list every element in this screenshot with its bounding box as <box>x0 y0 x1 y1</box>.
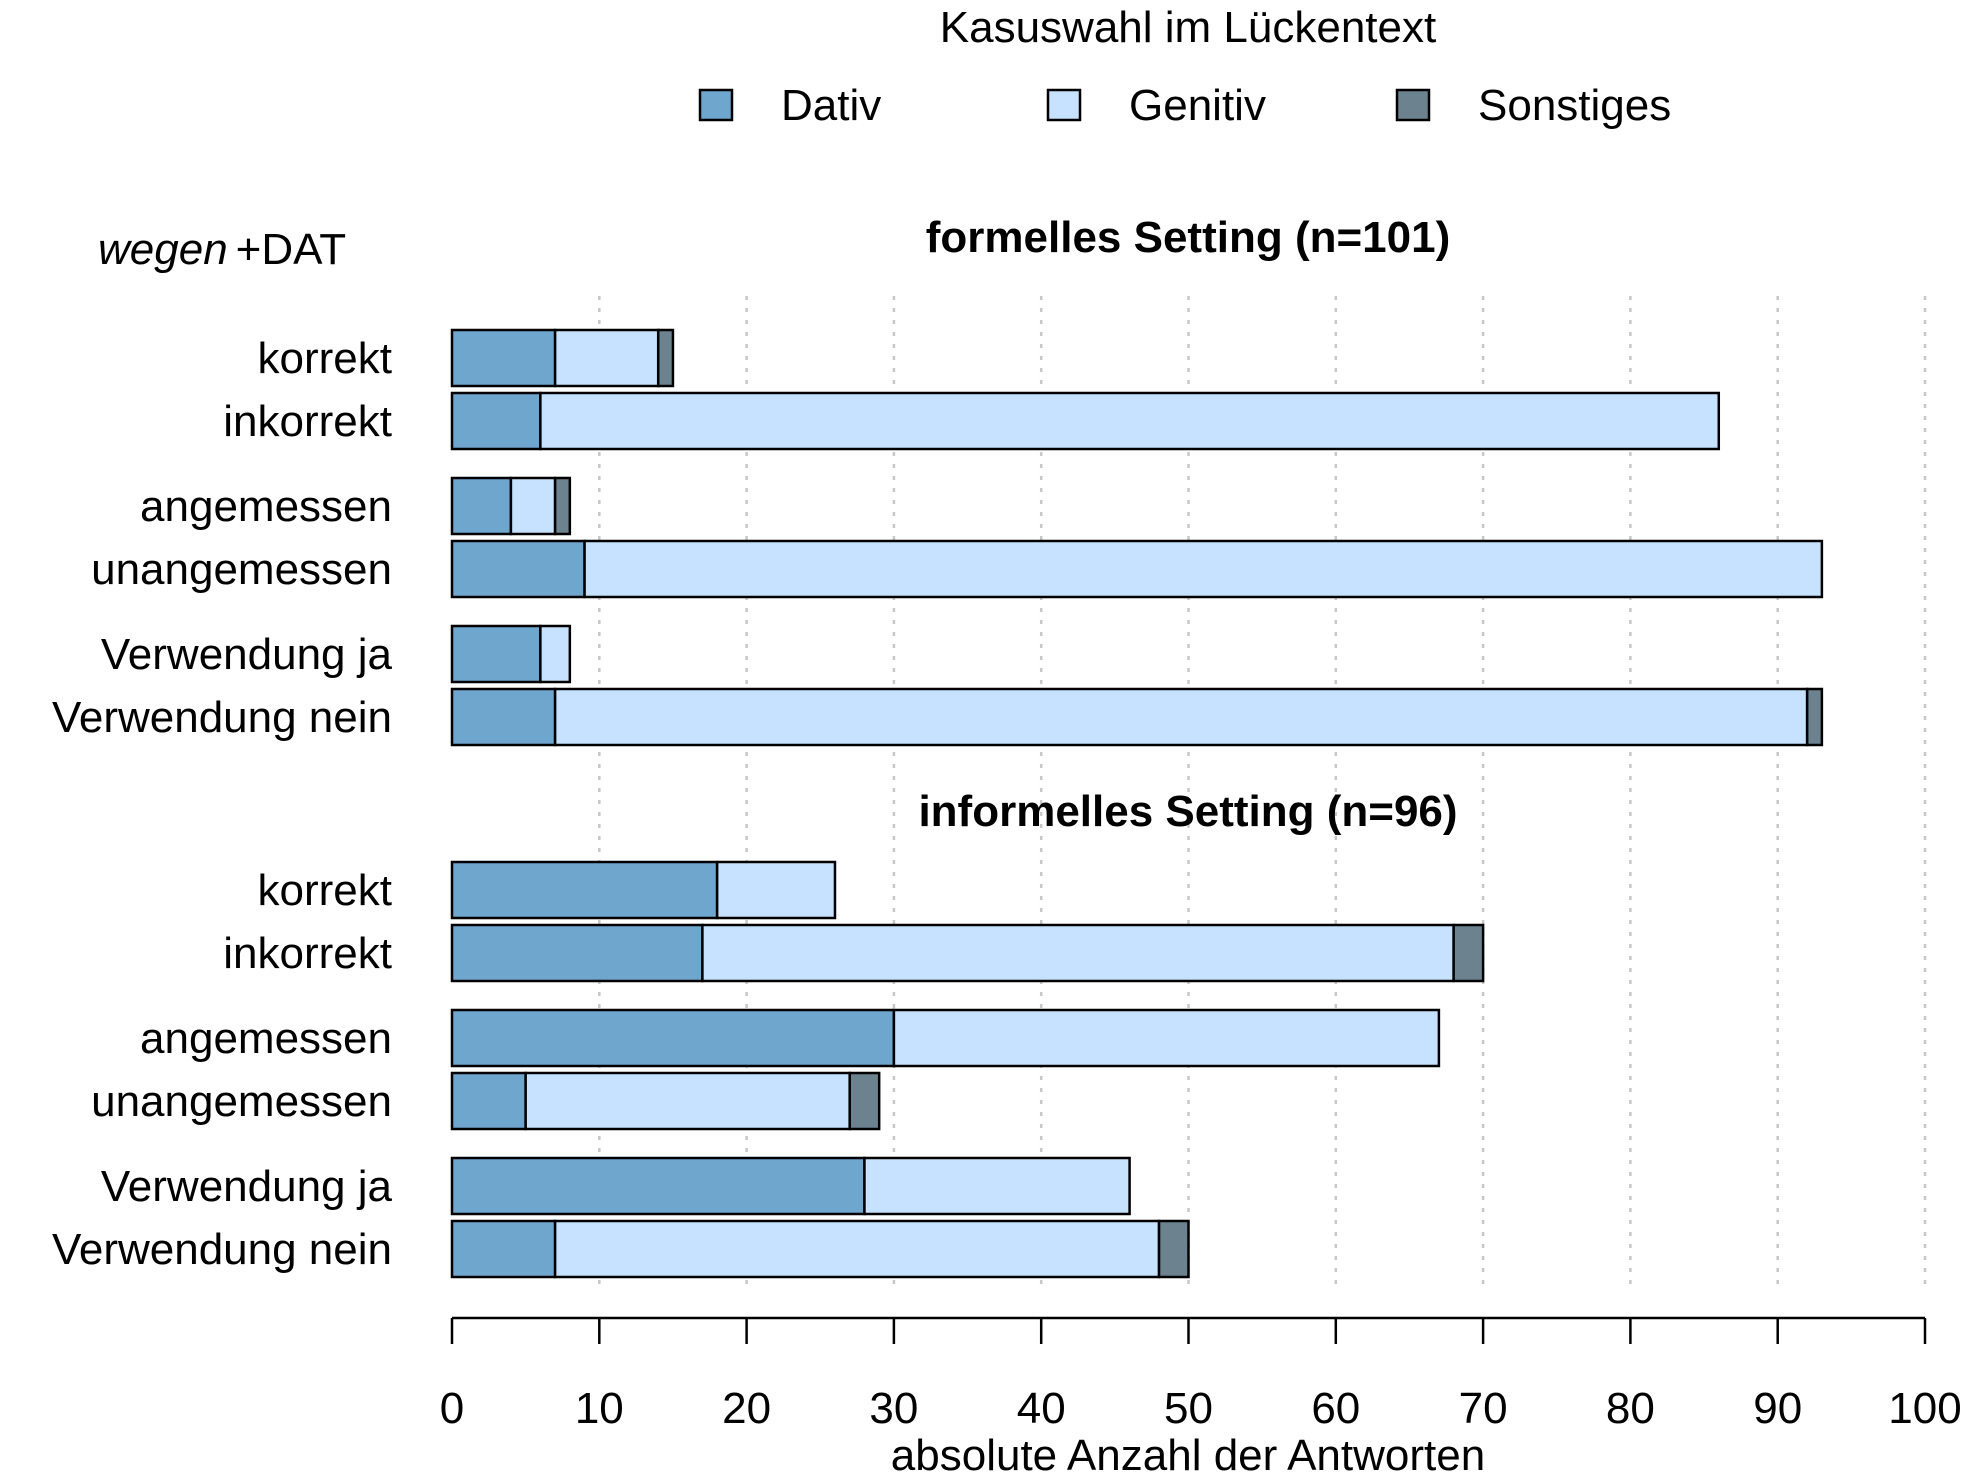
panel-title-0: formelles Setting (n=101) <box>926 213 1450 262</box>
bar-label-p0-g2-b0: Verwendung ja <box>101 630 393 679</box>
bar-segment-p0-g1-b0-s0 <box>450 476 513 536</box>
bar-label-p0-g0-b0: korrekt <box>258 334 392 383</box>
bar-segment-p1-g0-b0-s1 <box>715 860 837 920</box>
bar-segment-p1-g2-b0-s0 <box>450 1156 866 1216</box>
bar-segment-p0-g0-b1-s0 <box>450 391 542 451</box>
legend-swatch-1 <box>1046 88 1082 122</box>
bar-label-p0-g1-b0: angemessen <box>140 482 392 531</box>
x-tick-label-4: 40 <box>1017 1384 1066 1433</box>
bar-segment-p1-g0-b0-s0 <box>450 860 719 920</box>
bar-segment-p1-g1-b0-s1 <box>892 1008 1441 1068</box>
bar-segment-p0-g2-b0-s0 <box>450 624 542 684</box>
bar-segment-p1-g1-b0-s0 <box>450 1008 896 1068</box>
bar-segment-p1-g2-b1-s1 <box>553 1219 1161 1279</box>
bar-label-p1-g0-b0: korrekt <box>258 866 392 915</box>
x-tick-label-9: 90 <box>1753 1384 1802 1433</box>
x-axis-title: absolute Anzahl der Antworten <box>891 1431 1485 1472</box>
bar-segment-p1-g1-b1-s1 <box>524 1071 851 1131</box>
bar-label-p0-g2-b1: Verwendung nein <box>52 693 392 742</box>
bar-segment-p1-g2-b1-s0 <box>450 1219 557 1279</box>
x-tick-label-2: 20 <box>722 1384 771 1433</box>
bar-segment-p1-g2-b1-s2 <box>1157 1219 1190 1279</box>
legend-label-2: Sonstiges <box>1478 81 1671 130</box>
x-tick-label-0: 0 <box>440 1384 464 1433</box>
legend-swatch-0 <box>698 88 734 122</box>
bar-label-p0-g1-b1: unangemessen <box>91 545 392 594</box>
x-tick-label-8: 80 <box>1606 1384 1655 1433</box>
bar-label-p1-g1-b0: angemessen <box>140 1014 392 1063</box>
x-tick-label-3: 30 <box>869 1384 918 1433</box>
x-tick-label-7: 70 <box>1459 1384 1508 1433</box>
corner-label-italic: wegen <box>98 225 228 274</box>
x-tick-label-10: 100 <box>1888 1384 1961 1433</box>
bar-segment-p0-g1-b1-s1 <box>583 539 1824 599</box>
bar-label-p1-g2-b0: Verwendung ja <box>101 1162 393 1211</box>
x-tick-label-5: 50 <box>1164 1384 1213 1433</box>
bar-label-p0-g0-b1: inkorrekt <box>223 397 392 446</box>
panel-title-1: informelles Setting (n=96) <box>918 787 1457 836</box>
bar-segment-p0-g1-b0-s1 <box>509 476 557 536</box>
corner-label: wegen +DAT <box>98 225 346 274</box>
bar-label-p1-g2-b1: Verwendung nein <box>52 1225 392 1274</box>
bar-segment-p0-g1-b1-s0 <box>450 539 586 599</box>
x-tick-label-1: 10 <box>575 1384 624 1433</box>
bar-segment-p0-g2-b1-s0 <box>450 687 557 747</box>
bar-segment-p0-g2-b0-s1 <box>539 624 572 684</box>
bar-segment-p0-g2-b1-s1 <box>553 687 1809 747</box>
legend-title: Kasuswahl im Lückentext <box>940 3 1436 52</box>
bar-segment-p0-g2-b1-s2 <box>1805 687 1824 747</box>
legend-swatch-2 <box>1395 88 1431 122</box>
legend-label-1: Genitiv <box>1129 81 1266 130</box>
bar-segment-p1-g0-b1-s2 <box>1452 923 1485 983</box>
x-tick-label-6: 60 <box>1311 1384 1360 1433</box>
bar-label-p1-g0-b1: inkorrekt <box>223 929 392 978</box>
bar-segment-p1-g1-b1-s0 <box>450 1071 527 1131</box>
bar-segment-p1-g1-b1-s2 <box>848 1071 881 1131</box>
bar-segment-p1-g0-b1-s0 <box>450 923 704 983</box>
legend-label-0: Dativ <box>781 81 881 130</box>
bar-segment-p0-g1-b0-s2 <box>553 476 572 536</box>
bar-segment-p1-g0-b1-s1 <box>701 923 1455 983</box>
bar-segment-p0-g0-b0-s0 <box>450 328 557 388</box>
bar-segment-p0-g0-b0-s2 <box>656 328 675 388</box>
corner-label-plain: +DAT <box>236 225 346 274</box>
bar-segment-p0-g0-b0-s1 <box>553 328 660 388</box>
bar-segment-p0-g0-b1-s1 <box>539 391 1721 451</box>
bar-segment-p1-g2-b0-s1 <box>863 1156 1131 1216</box>
bar-label-p1-g1-b1: unangemessen <box>91 1077 392 1126</box>
